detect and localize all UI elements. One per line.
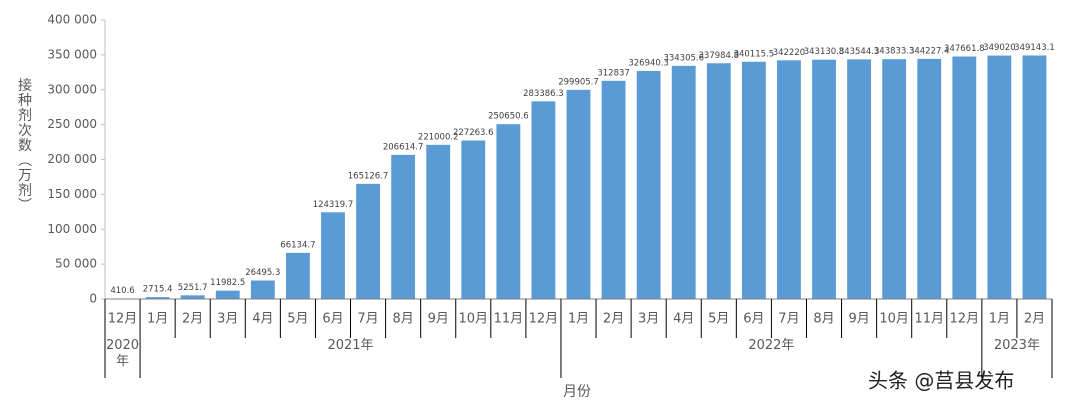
x-tick-label: 10月: [879, 312, 909, 327]
x-tick-label: 7月: [357, 312, 378, 327]
x-tick-label: 2月: [603, 312, 624, 327]
x-tick-label: 10月: [459, 312, 489, 327]
bar: [426, 144, 451, 299]
group-label: 2021年: [327, 338, 374, 353]
value-label: 283386.3: [523, 89, 564, 99]
x-tick-label: 7月: [778, 312, 799, 327]
x-tick-label: 3月: [217, 312, 238, 327]
bar: [847, 59, 872, 299]
x-tick-label: 12月: [529, 312, 559, 327]
x-axis-label: 月份: [563, 384, 591, 400]
value-label: 343833.3: [874, 47, 915, 57]
x-tick-label: 2月: [182, 312, 203, 327]
y-tick-label: 400 000: [47, 13, 97, 27]
value-label: 11982.5: [210, 278, 245, 288]
value-label: 124319.7: [313, 200, 354, 210]
x-tick-label: 9月: [848, 312, 869, 327]
value-label: 2715.4: [143, 285, 173, 295]
value-label: 165126.7: [348, 171, 389, 181]
y-tick-label: 200 000: [47, 152, 97, 166]
value-label: 326940.3: [628, 58, 669, 68]
bar: [285, 252, 310, 299]
y-tick-label: 300 000: [47, 82, 97, 96]
bar: [180, 295, 205, 299]
bar: [706, 63, 731, 300]
y-tick-label: 0: [89, 292, 97, 306]
bar: [671, 65, 696, 300]
value-label: 347661.8: [944, 44, 985, 54]
value-label: 337984.8: [699, 51, 740, 61]
x-tick-label: 5月: [287, 312, 308, 327]
x-tick-label: 5月: [708, 312, 729, 327]
bar: [917, 58, 942, 299]
x-tick-label: 8月: [392, 312, 413, 327]
value-label: 227263.6: [453, 128, 494, 138]
value-label: 299905.7: [558, 77, 599, 87]
y-tick-label: 250 000: [47, 117, 97, 131]
value-label: 342220: [773, 48, 805, 58]
x-tick-label: 2月: [1024, 312, 1045, 327]
value-label: 250650.6: [488, 112, 529, 122]
x-tick-label: 6月: [322, 312, 343, 327]
bar: [1022, 55, 1047, 299]
y-tick-label: 350 000: [47, 47, 97, 61]
x-tick-label: 8月: [813, 312, 834, 327]
group-label: 2023年: [993, 338, 1040, 353]
group-label: 2020年: [105, 338, 140, 369]
x-tick-label: 3月: [638, 312, 659, 327]
value-label: 410.6: [110, 286, 134, 296]
bar: [356, 183, 380, 299]
bar: [391, 154, 416, 299]
x-tick-label: 12月: [950, 312, 980, 327]
bar: [952, 56, 977, 300]
group-label: 2022年: [748, 338, 795, 353]
value-label: 312837: [597, 68, 629, 78]
x-tick-label: 1月: [147, 312, 168, 327]
bar: [566, 89, 591, 300]
bar: [496, 124, 521, 299]
value-label: 344227.4: [909, 46, 950, 56]
x-tick-label: 9月: [428, 312, 449, 327]
value-label: 334305.6: [663, 53, 704, 63]
value-label: 66134.7: [280, 240, 315, 250]
x-tick-label: 1月: [568, 312, 589, 327]
y-tick-label: 50 000: [55, 257, 97, 271]
value-label: 343544.3: [839, 47, 880, 57]
bar: [882, 59, 907, 300]
x-tick-label: 11月: [914, 312, 944, 327]
bar: [812, 59, 836, 300]
bar: [215, 290, 240, 299]
bar: [461, 140, 486, 299]
bar: [636, 70, 661, 299]
y-tick-label: 100 000: [47, 222, 97, 236]
bar: [987, 55, 1012, 300]
x-tick-label: 1月: [989, 312, 1010, 327]
value-label: 5251.7: [178, 283, 208, 293]
value-label: 340115.5: [734, 49, 775, 59]
bar: [741, 61, 766, 299]
x-tick-label: 11月: [494, 312, 524, 327]
value-label: 221000.2: [418, 132, 459, 142]
value-label: 349143.1: [1014, 43, 1055, 53]
bar: [531, 101, 556, 299]
value-label: 343130.8: [804, 47, 845, 57]
value-label: 349020: [983, 43, 1015, 53]
bar: [145, 297, 170, 299]
value-label: 206614.7: [383, 142, 424, 152]
x-tick-label: 6月: [743, 312, 764, 327]
x-tick-label: 12月: [108, 312, 138, 327]
bar: [601, 80, 626, 299]
x-tick-label: 4月: [673, 312, 694, 327]
value-label: 26495.3: [245, 268, 280, 278]
bar: [321, 212, 345, 299]
x-tick-label: 4月: [252, 312, 273, 327]
y-axis-label: 接种剂次数（万剂）: [16, 77, 32, 213]
watermark: 头条 @莒县发布: [868, 369, 1014, 393]
bar: [777, 60, 801, 300]
y-tick-label: 150 000: [47, 187, 97, 201]
bar: [250, 280, 275, 299]
